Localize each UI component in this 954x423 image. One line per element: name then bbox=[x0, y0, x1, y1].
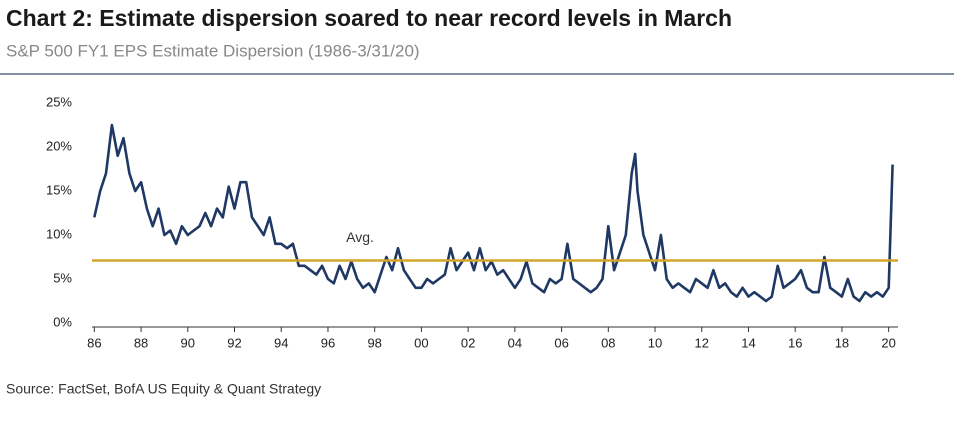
y-tick-label: 20% bbox=[46, 138, 72, 153]
chart-title: Chart 2: Estimate dispersion soared to n… bbox=[6, 5, 732, 31]
data-line bbox=[93, 123, 894, 303]
x-tick-label: 00 bbox=[414, 335, 428, 350]
x-tick-label: 10 bbox=[648, 335, 662, 350]
y-tick-label: 25% bbox=[46, 94, 72, 109]
x-tick-label: 20 bbox=[881, 335, 895, 350]
x-tick-label: 94 bbox=[274, 335, 288, 350]
average-label: Avg. bbox=[346, 229, 374, 245]
x-tick-label: 90 bbox=[181, 335, 195, 350]
x-tick-label: 96 bbox=[321, 335, 335, 350]
x-tick-label: 88 bbox=[134, 335, 148, 350]
y-tick-label: 15% bbox=[46, 182, 72, 197]
x-tick-label: 12 bbox=[695, 335, 709, 350]
x-tick-label: 16 bbox=[788, 335, 802, 350]
chart-subtitle: S&P 500 FY1 EPS Estimate Dispersion (198… bbox=[6, 41, 420, 60]
x-tick-label: 08 bbox=[601, 335, 615, 350]
y-tick-label: 0% bbox=[53, 314, 72, 329]
source-note: Source: FactSet, BofA US Equity & Quant … bbox=[6, 381, 321, 397]
x-tick-label: 98 bbox=[367, 335, 381, 350]
y-tick-label: 5% bbox=[53, 270, 72, 285]
x-tick-label: 18 bbox=[835, 335, 849, 350]
y-tick-label: 10% bbox=[46, 226, 72, 241]
x-tick-label: 02 bbox=[461, 335, 475, 350]
x-tick-label: 86 bbox=[87, 335, 101, 350]
x-tick-label: 14 bbox=[741, 335, 755, 350]
x-tick-label: 92 bbox=[227, 335, 241, 350]
x-tick-label: 04 bbox=[508, 335, 522, 350]
x-tick-label: 06 bbox=[554, 335, 568, 350]
